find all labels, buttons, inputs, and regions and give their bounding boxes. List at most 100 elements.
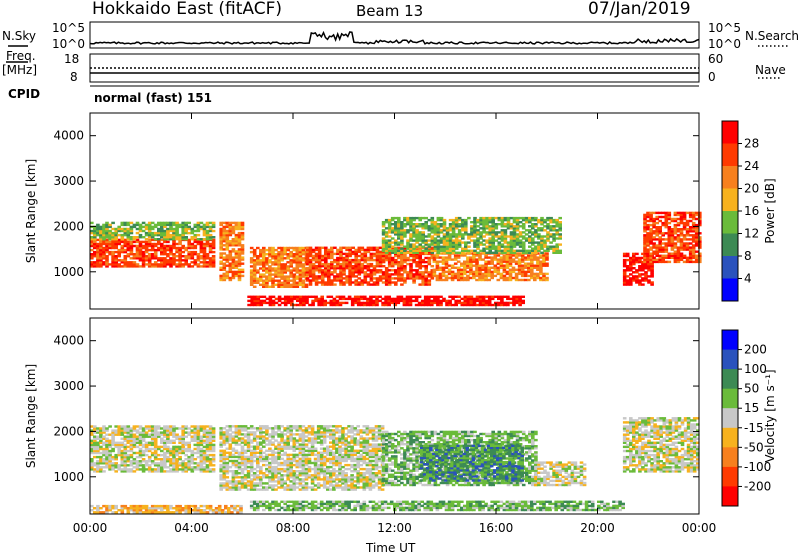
echo-cell xyxy=(452,235,456,237)
echo-cell xyxy=(253,431,257,433)
echo-cell xyxy=(384,304,388,306)
echo-cell xyxy=(415,229,419,231)
echo-cell xyxy=(339,249,343,251)
echo-cell xyxy=(178,458,182,460)
echo-cell xyxy=(373,273,377,275)
echo-cell xyxy=(235,470,239,472)
echo-cell xyxy=(336,304,340,306)
echo-cell xyxy=(219,464,223,466)
echo-cell xyxy=(274,460,278,462)
echo-cell xyxy=(241,470,245,472)
echo-cell xyxy=(172,446,176,448)
echo-cell xyxy=(382,231,386,233)
echo-cell xyxy=(219,427,223,429)
echo-cell xyxy=(409,273,413,275)
echo-cell xyxy=(324,259,328,261)
echo-cell xyxy=(436,261,440,263)
echo-cell xyxy=(491,298,495,300)
echo-cell xyxy=(139,257,143,259)
echo-cell xyxy=(187,251,191,253)
echo-cell xyxy=(200,265,204,267)
echo-cell xyxy=(296,253,300,255)
echo-cell xyxy=(206,236,210,238)
echo-cell xyxy=(431,235,435,237)
echo-cell xyxy=(476,225,480,227)
echo-cell xyxy=(403,269,407,271)
echo-cell xyxy=(253,263,257,265)
echo-cell xyxy=(139,425,143,427)
echo-cell xyxy=(99,226,103,228)
echo-cell xyxy=(105,257,109,259)
echo-cell xyxy=(558,243,562,245)
echo-cell xyxy=(498,235,502,237)
echo-cell xyxy=(200,238,204,240)
echo-cell xyxy=(235,261,239,263)
echo-cell xyxy=(247,470,251,472)
echo-cell xyxy=(485,217,489,219)
echo-cell xyxy=(117,454,121,456)
echo-cell xyxy=(289,269,293,271)
echo-cell xyxy=(187,243,191,245)
echo-cell xyxy=(274,488,278,490)
echo-cell xyxy=(289,253,293,255)
echo-cell xyxy=(117,253,121,255)
echo-cell xyxy=(506,271,510,273)
echo-cell xyxy=(506,261,510,263)
echo-cell xyxy=(247,460,251,462)
echo-cell xyxy=(178,247,182,249)
echo-cell xyxy=(348,273,352,275)
echo-cell xyxy=(130,249,134,251)
echo-cell xyxy=(361,283,365,285)
echo-cell xyxy=(692,246,696,248)
echo-cell xyxy=(235,464,239,466)
echo-cell xyxy=(296,275,300,277)
echo-cell xyxy=(229,435,233,437)
echo-cell xyxy=(485,239,489,241)
echo-cell xyxy=(127,236,131,238)
echo-cell xyxy=(418,255,422,257)
echo-cell xyxy=(93,236,97,238)
echo-cell xyxy=(145,434,149,436)
echo-cell xyxy=(336,279,340,281)
echo-cell xyxy=(253,488,257,490)
echo-cell xyxy=(99,438,103,440)
echo-cell xyxy=(485,231,489,233)
echo-cell xyxy=(391,273,395,275)
echo-cell xyxy=(235,435,239,437)
echo-cell xyxy=(452,239,456,241)
echo-cell xyxy=(229,433,233,435)
echo-cell xyxy=(524,256,528,258)
echo-cell xyxy=(342,298,346,300)
echo-cell xyxy=(160,450,164,452)
echo-cell xyxy=(363,302,367,304)
echo-cell xyxy=(652,261,656,263)
echo-cell xyxy=(397,265,401,267)
echo-cell xyxy=(424,279,428,281)
echo-cell xyxy=(348,279,352,281)
echo-cell xyxy=(178,249,182,251)
echo-cell xyxy=(229,466,233,468)
echo-cell xyxy=(430,300,434,302)
echo-cell xyxy=(127,249,131,251)
echo-cell xyxy=(525,229,529,231)
echo-cell xyxy=(415,261,419,263)
echo-cell xyxy=(139,253,143,255)
echo-cell xyxy=(674,242,678,244)
echo-cell xyxy=(262,486,266,488)
echo-cell xyxy=(212,251,216,253)
echo-cell xyxy=(472,271,476,273)
echo-cell xyxy=(424,275,428,277)
echo-cell xyxy=(172,263,176,265)
echo-cell xyxy=(111,458,115,460)
echo-cell xyxy=(336,265,340,267)
echo-cell xyxy=(274,263,278,265)
echo-cell xyxy=(247,304,251,306)
echo-cell xyxy=(262,472,266,474)
echo-cell xyxy=(212,468,216,470)
echo-cell xyxy=(646,224,650,226)
echo-cell xyxy=(506,277,510,279)
echo-cell xyxy=(409,235,413,237)
echo-cell xyxy=(166,222,170,224)
echo-cell xyxy=(409,296,413,298)
echo-cell xyxy=(626,283,630,285)
